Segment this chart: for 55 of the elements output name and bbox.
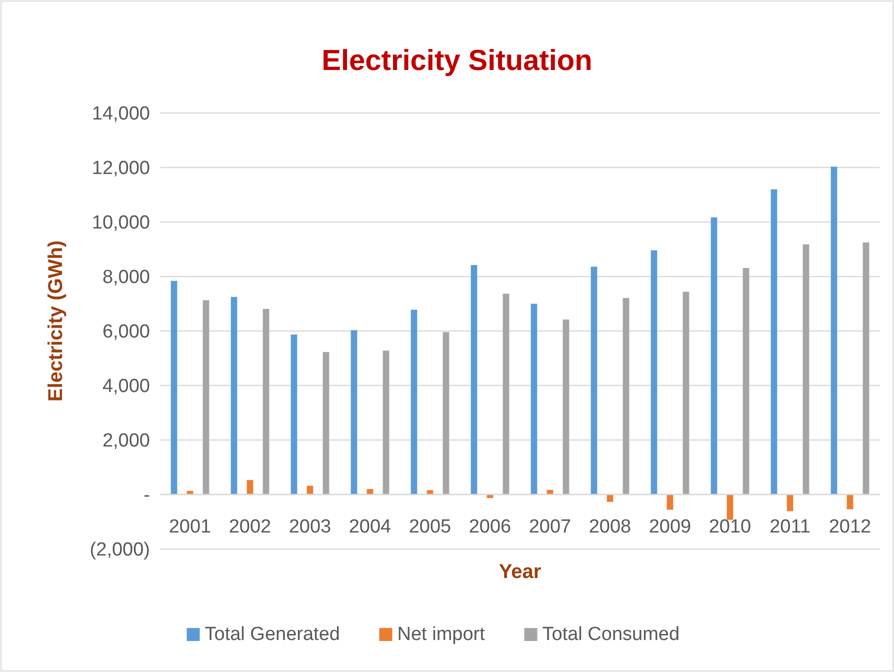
bar bbox=[786, 494, 794, 512]
bar bbox=[230, 296, 238, 494]
x-tick-label: 2006 bbox=[468, 516, 512, 538]
bar bbox=[742, 268, 750, 494]
y-axis-title: Electricity (GWh) bbox=[45, 240, 67, 402]
bar bbox=[382, 350, 390, 494]
legend-label: Total Consumed bbox=[542, 624, 680, 645]
bar bbox=[502, 294, 510, 494]
y-tick-label: 10,000 bbox=[92, 212, 150, 234]
bar bbox=[262, 308, 270, 494]
legend-label: Net import bbox=[397, 624, 486, 645]
x-tick-label: 2004 bbox=[348, 516, 392, 538]
bar bbox=[202, 300, 210, 494]
y-tick-label: 2,000 bbox=[102, 430, 150, 452]
bar bbox=[650, 250, 658, 494]
bar bbox=[246, 480, 254, 494]
bar bbox=[682, 292, 690, 494]
y-tick-label: (2,000) bbox=[90, 540, 150, 561]
bar bbox=[350, 330, 358, 494]
x-tick-label: 2008 bbox=[588, 516, 632, 538]
x-tick-label: 2002 bbox=[228, 516, 272, 538]
bar bbox=[710, 217, 718, 494]
bar bbox=[410, 310, 418, 494]
y-tick-label: 6,000 bbox=[102, 322, 150, 343]
bar bbox=[322, 352, 330, 494]
bar bbox=[170, 280, 178, 494]
x-tick-label: 2011 bbox=[770, 516, 810, 538]
bar bbox=[622, 298, 630, 494]
y-tick-label: 14,000 bbox=[92, 104, 150, 125]
bar bbox=[442, 332, 450, 494]
y-tick-label: 8,000 bbox=[102, 267, 150, 288]
x-tick-label: 2007 bbox=[528, 516, 572, 538]
x-tick-label: 2010 bbox=[708, 516, 752, 538]
x-tick-label: 2009 bbox=[648, 516, 692, 538]
x-axis-title: Year bbox=[498, 561, 542, 583]
x-tick-label: 2003 bbox=[288, 516, 332, 538]
bar bbox=[830, 166, 838, 494]
bar bbox=[590, 266, 598, 494]
x-tick-label: 2005 bbox=[408, 516, 452, 538]
y-tick-label: 4,000 bbox=[102, 376, 150, 398]
x-tick-label: 2001 bbox=[168, 516, 212, 538]
bar bbox=[666, 494, 674, 510]
legend-label: Total Generated bbox=[204, 624, 340, 645]
y-tick-label: - bbox=[144, 485, 150, 506]
bar bbox=[726, 494, 734, 520]
bar bbox=[770, 189, 778, 494]
bar bbox=[530, 304, 538, 494]
bar bbox=[562, 320, 570, 494]
y-tick-label: 12,000 bbox=[92, 158, 150, 180]
bar bbox=[862, 242, 870, 494]
bar bbox=[802, 244, 810, 494]
bar bbox=[290, 334, 298, 494]
chart-title: Electricity Situation bbox=[322, 45, 592, 77]
x-tick-label: 2012 bbox=[828, 516, 872, 538]
bar bbox=[470, 265, 478, 494]
